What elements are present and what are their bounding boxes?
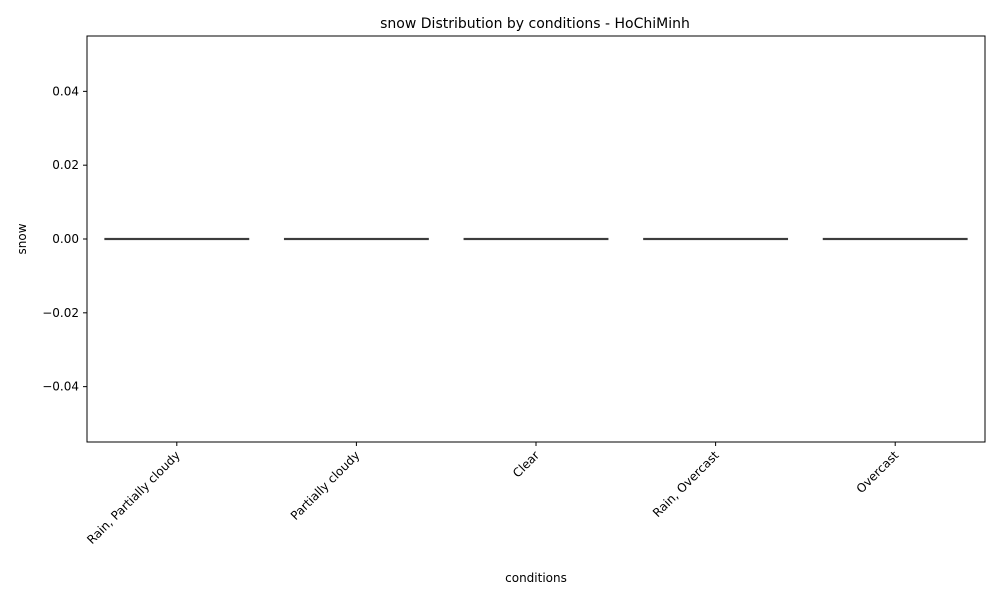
y-tick-label: 0.02 (52, 158, 79, 172)
box-1 (104, 237, 250, 241)
plot-area (104, 237, 968, 241)
chart-title: snow Distribution by conditions - HoChiM… (380, 16, 690, 32)
y-tick-label: 0.04 (52, 84, 79, 98)
box-4 (643, 237, 789, 241)
x-axis-label: conditions (505, 571, 567, 585)
box-5 (822, 237, 968, 241)
y-axis-label: snow (15, 223, 29, 254)
plot-frame (86, 35, 986, 443)
box-2 (283, 237, 429, 241)
y-tick-label: 0.00 (52, 232, 79, 246)
box-3 (463, 237, 609, 241)
y-tick-label: −0.02 (42, 306, 79, 320)
y-axis: −0.04 −0.02 0.00 0.02 0.04 (42, 84, 87, 394)
y-tick-label: −0.04 (42, 380, 79, 394)
